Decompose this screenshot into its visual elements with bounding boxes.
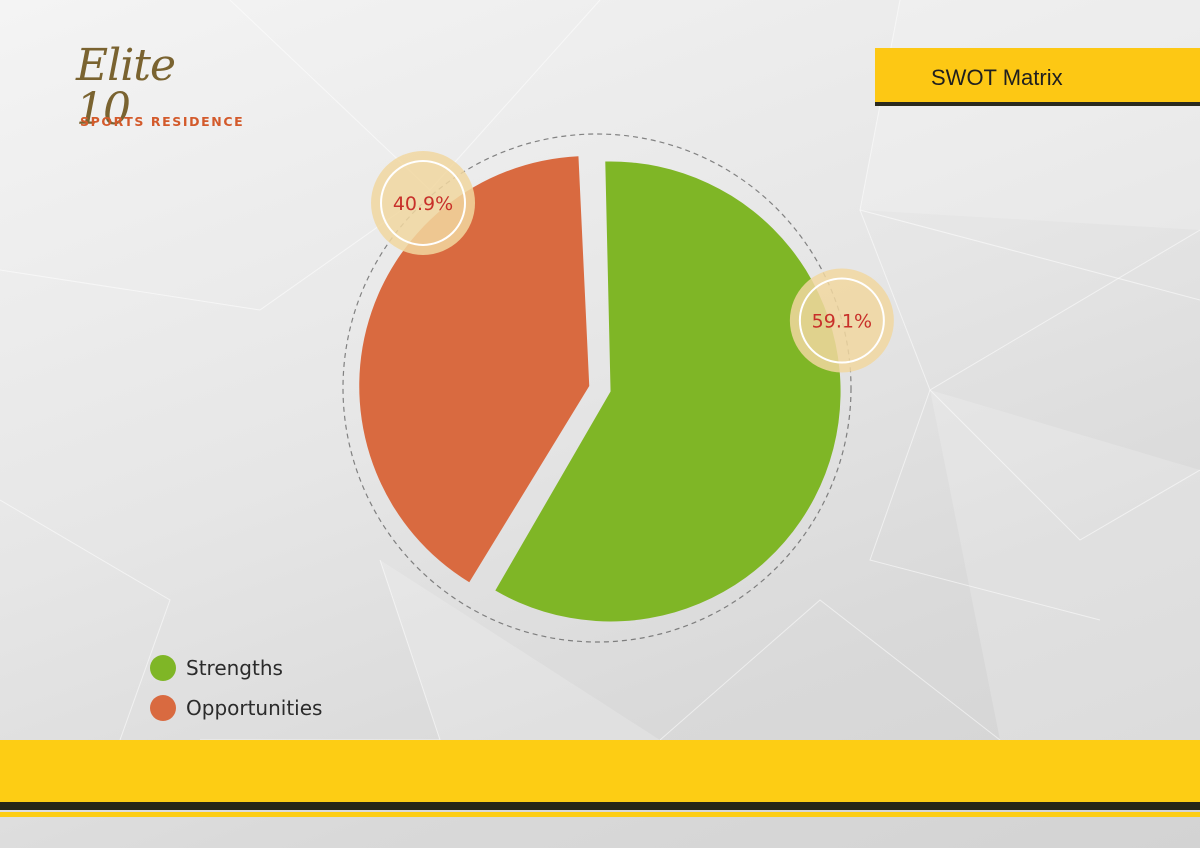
pie-slice-opportunities bbox=[359, 156, 590, 583]
legend-label-opportunities: Opportunities bbox=[186, 696, 323, 720]
chart-legend: Strengths Opportunities bbox=[150, 648, 322, 728]
data-label-opportunities: 40.9% bbox=[393, 193, 453, 215]
logo-script-text: Elite 10 bbox=[76, 40, 176, 135]
page-title: SWOT Matrix bbox=[931, 65, 1063, 90]
legend-item-strengths: Strengths bbox=[150, 648, 322, 688]
badge-outer-circle bbox=[371, 150, 476, 255]
footer-band bbox=[0, 740, 1200, 802]
data-label-strengths: 59.1% bbox=[812, 310, 872, 332]
badge-inner-ring bbox=[380, 159, 467, 246]
data-label-badge-strengths: 59.1% bbox=[789, 268, 894, 373]
logo-subtitle: SPORTS RESIDENCE bbox=[80, 114, 245, 129]
elite10-logo: Elite 10 SPORTS RESIDENCE bbox=[70, 40, 243, 135]
footer-dark-stripe bbox=[0, 802, 1200, 810]
title-banner: SWOT Matrix bbox=[875, 48, 1200, 106]
footer-thin-stripe bbox=[0, 812, 1200, 817]
badge-inner-ring bbox=[798, 277, 885, 364]
legend-item-opportunities: Opportunities bbox=[150, 688, 322, 728]
data-label-badge-opportunities: 40.9% bbox=[371, 150, 476, 255]
badge-outer-circle bbox=[789, 268, 894, 373]
legend-swatch-strengths bbox=[150, 655, 176, 681]
legend-swatch-opportunities bbox=[150, 695, 176, 721]
legend-label-strengths: Strengths bbox=[186, 656, 283, 680]
pie-slice-strengths bbox=[495, 161, 841, 622]
chart-dashed-ring bbox=[342, 133, 852, 643]
